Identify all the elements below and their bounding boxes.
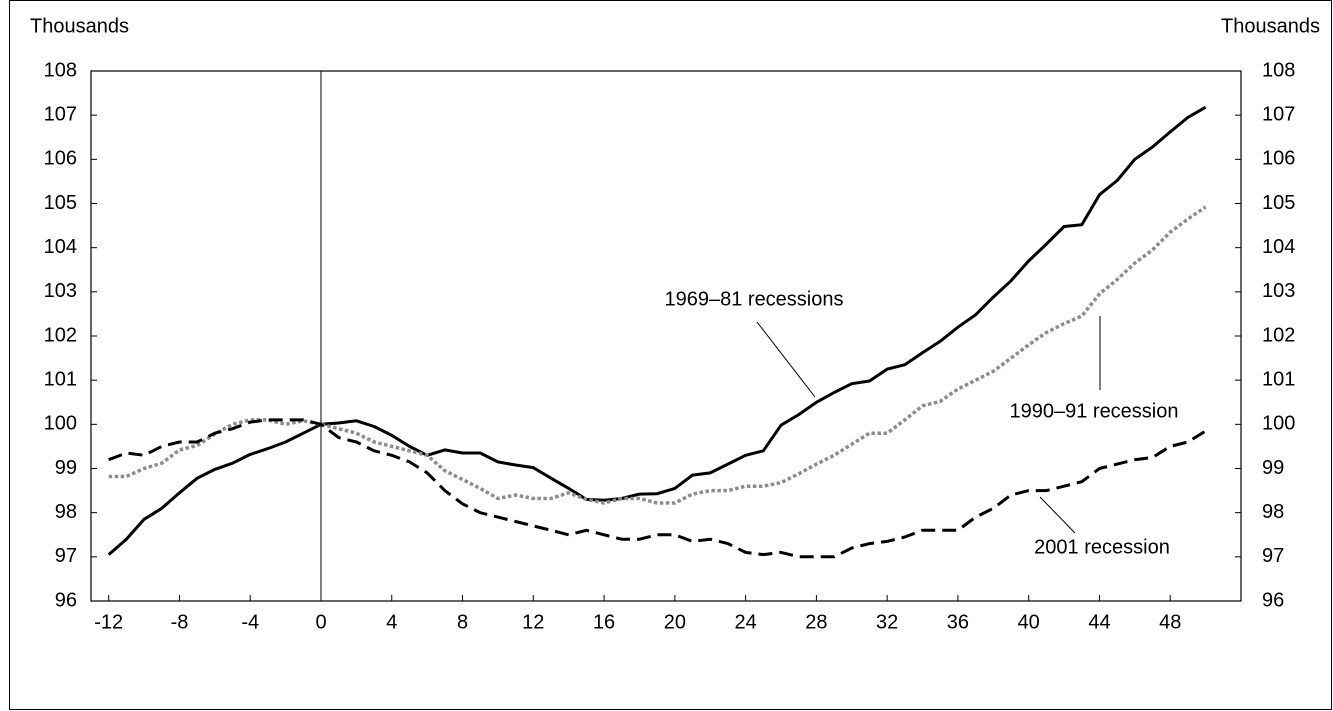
y2-tick-label: 96 <box>1262 589 1284 611</box>
x-tick-label: 44 <box>1088 611 1110 633</box>
series-line <box>107 105 1207 556</box>
y2-tick-label: 106 <box>1262 148 1295 170</box>
y2-tick-label: 103 <box>1262 280 1295 302</box>
x-tick-label: 4 <box>386 611 397 633</box>
y-tick-label: 103 <box>44 280 77 302</box>
y2-tick-label: 97 <box>1262 545 1284 567</box>
y-tick-label: 107 <box>44 103 77 125</box>
outer-frame <box>9 0 1332 710</box>
y2-tick-label: 102 <box>1262 324 1295 346</box>
y-tick-label: 102 <box>44 324 77 346</box>
y-tick-label: 101 <box>44 368 77 390</box>
y2-tick-label: 101 <box>1262 368 1295 390</box>
series-label: 1990–91 recession <box>1009 400 1178 422</box>
x-tick-label: -4 <box>241 611 259 633</box>
y2-tick-label: 105 <box>1262 192 1295 214</box>
y-tick-label: 104 <box>44 236 77 258</box>
y-tick-label: 100 <box>44 413 77 435</box>
y2-tick-label: 107 <box>1262 103 1295 125</box>
y-axis-label: Thousands <box>30 15 129 37</box>
x-tick-label: 8 <box>457 611 468 633</box>
series-label: 1969–81 recessions <box>664 288 843 310</box>
series-label: 2001 recession <box>1034 536 1170 558</box>
y-tick-label: 108 <box>44 59 77 81</box>
y2-tick-label: 98 <box>1262 501 1284 523</box>
x-tick-label: 16 <box>593 611 615 633</box>
y-tick-label: 97 <box>55 545 77 567</box>
x-tick-label: -12 <box>94 611 123 633</box>
y2-tick-label: 108 <box>1262 59 1295 81</box>
plot-frame <box>90 70 1242 602</box>
x-tick-label: 48 <box>1159 611 1181 633</box>
y-tick-label: 105 <box>44 192 77 214</box>
series-line <box>108 418 1207 559</box>
x-tick-label: 0 <box>315 611 326 633</box>
x-tick-label: 40 <box>1018 611 1040 633</box>
y-tick-label: 99 <box>55 457 77 479</box>
label-leader <box>1039 496 1076 534</box>
x-tick-label: 32 <box>876 611 898 633</box>
x-tick-label: 28 <box>805 611 827 633</box>
series-line <box>108 205 1207 505</box>
y2-axis-label: Thousands <box>1221 15 1320 37</box>
y2-tick-label: 100 <box>1262 413 1295 435</box>
x-tick-label: 20 <box>664 611 686 633</box>
x-tick-label: 36 <box>947 611 969 633</box>
y2-tick-label: 104 <box>1262 236 1295 258</box>
x-tick-label: 24 <box>734 611 756 633</box>
x-tick-label: 12 <box>522 611 544 633</box>
y-tick-label: 98 <box>55 501 77 523</box>
y2-tick-label: 99 <box>1262 457 1284 479</box>
y-tick-label: 106 <box>44 148 77 170</box>
label-leader <box>756 321 816 398</box>
y-tick-label: 96 <box>55 589 77 611</box>
x-tick-label: -8 <box>171 611 189 633</box>
